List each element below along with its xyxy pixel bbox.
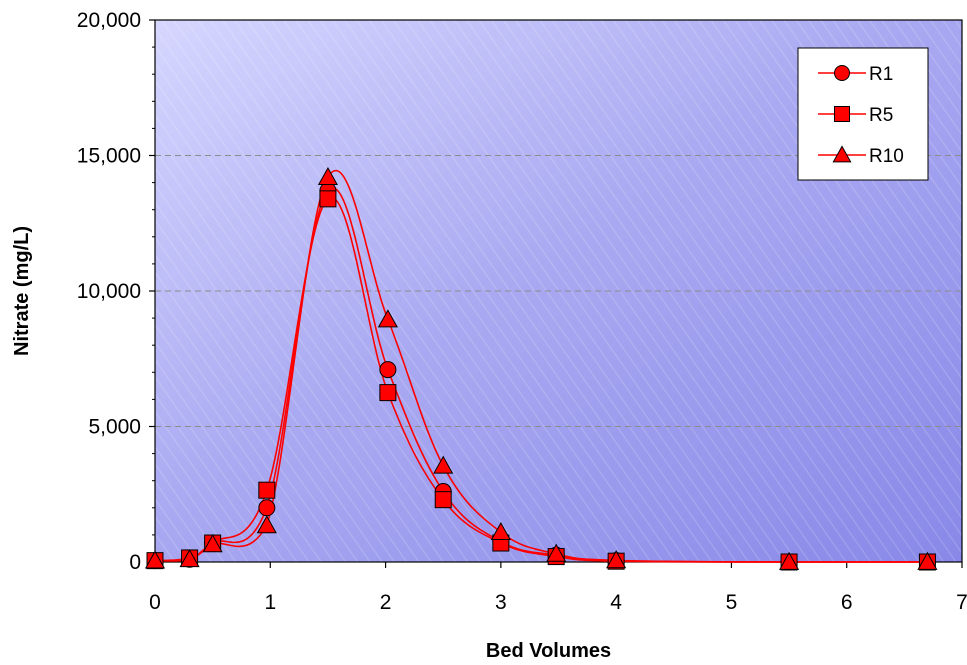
- series-lines: [154, 169, 928, 563]
- data-point-r10-6: [433, 455, 454, 474]
- data-point-r10-7: [490, 521, 511, 541]
- data-point-r10-4: [317, 166, 338, 186]
- y-tick-label-4: 20,000: [77, 9, 141, 32]
- legend-marker-r5: [834, 106, 850, 122]
- data-point-r5-5: [379, 384, 397, 402]
- y-axis-title: Nitrate (mg/L): [11, 226, 33, 356]
- legend-marker-r10: [832, 145, 852, 163]
- legend: R1 R5 R10: [797, 47, 929, 181]
- data-point-r10-0: [144, 550, 166, 569]
- legend-label-r5: R5: [869, 105, 893, 126]
- x-tick-label-3: 3: [495, 591, 507, 614]
- data-point-r10-10: [779, 551, 800, 570]
- x-tick-label-5: 5: [726, 591, 738, 614]
- data-point-r10-5: [377, 309, 398, 328]
- x-axis-title: Bed Volumes: [486, 640, 611, 662]
- x-tick-label-1: 1: [264, 591, 276, 614]
- series-line-r10: [154, 169, 928, 563]
- tick-labels: 0 5,000 10,000 15,000 20,000 0 1 2 3 4 5 6 7: [77, 9, 967, 614]
- data-point-r5-6: [434, 491, 452, 509]
- data-point-r10-8: [546, 543, 567, 562]
- x-tick-label-6: 6: [841, 591, 853, 614]
- y-tick-label-0: 0: [129, 551, 141, 574]
- data-point-r1-5: [379, 361, 397, 379]
- data-point-r10-3: [256, 515, 277, 534]
- legend-marker-r1: [834, 65, 850, 81]
- legend-label-r1: R1: [869, 64, 893, 85]
- data-point-r10-9: [606, 550, 627, 569]
- series-markers: [144, 166, 938, 571]
- y-tick-label-1: 5,000: [88, 416, 141, 439]
- x-tick-label-0: 0: [149, 591, 161, 614]
- x-tick-label-7: 7: [956, 591, 967, 614]
- x-tick-label-4: 4: [610, 591, 622, 614]
- legend-label-r10: R10: [869, 146, 904, 167]
- data-point-r5-3: [258, 481, 276, 499]
- data-point-r10-11: [917, 551, 938, 570]
- y-tick-label-3: 15,000: [77, 145, 141, 168]
- data-point-r10-2: [202, 534, 223, 553]
- data-point-r1-3: [258, 499, 276, 517]
- data-point-r5-4: [319, 190, 337, 208]
- data-point-r10-1: [179, 549, 200, 568]
- y-tick-label-2: 10,000: [77, 280, 141, 303]
- x-tick-label-2: 2: [380, 591, 392, 614]
